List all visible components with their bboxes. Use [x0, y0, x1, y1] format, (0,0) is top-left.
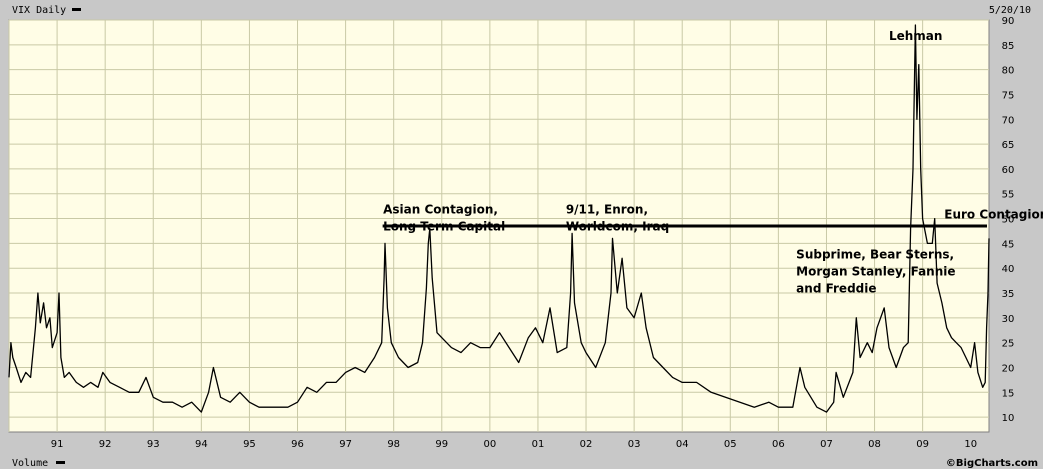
volume-label: Volume — [12, 458, 48, 469]
y-tick-label: 45 — [1002, 239, 1015, 250]
annotation-line: 9/11, Enron, — [566, 203, 648, 217]
y-tick-label: 65 — [1002, 140, 1015, 151]
x-tick-label: 98 — [387, 439, 400, 450]
x-tick-label: 08 — [868, 439, 881, 450]
y-tick-label: 40 — [1002, 264, 1015, 275]
x-tick-label: 97 — [339, 439, 352, 450]
x-tick-label: 04 — [676, 439, 689, 450]
y-tick-label: 70 — [1002, 115, 1015, 126]
annotation-label: 9/11, Enron, Worldcom, Iraq — [566, 203, 669, 234]
y-tick-label: 20 — [1002, 363, 1015, 374]
x-tick-label: 94 — [195, 439, 208, 450]
y-tick-label: 50 — [1002, 215, 1015, 226]
y-tick-label: 35 — [1002, 289, 1015, 300]
annotation-line: Euro Contagion — [944, 208, 1043, 222]
x-tick-label: 93 — [147, 439, 160, 450]
y-tick-label: 90 — [1002, 16, 1015, 27]
x-tick-label: 96 — [291, 439, 304, 450]
y-tick-label: 55 — [1002, 190, 1015, 201]
x-tick-label: 91 — [51, 439, 64, 450]
x-tick-label: 07 — [820, 439, 833, 450]
x-tick-label: 01 — [532, 439, 545, 450]
x-tick-label: 03 — [628, 439, 641, 450]
annotation-line: Lehman — [889, 29, 942, 43]
annotation-line: Subprime, Bear Sterns, — [796, 247, 954, 261]
annotation-line: Morgan Stanley, Fannie — [796, 264, 955, 278]
series-group — [8, 24, 990, 413]
annotation-label: Subprime, Bear Sterns, Morgan Stanley, Fa… — [796, 247, 955, 295]
annotation-label: Lehman — [889, 29, 942, 43]
title-menu-icon[interactable] — [72, 8, 81, 11]
y-tick-label: 15 — [1002, 388, 1015, 399]
x-tick-label: 02 — [580, 439, 593, 450]
y-axis: 10 15 20 25 30 35 40 45 50 55 60 65 70 75 80 85 90 — [1002, 16, 1015, 424]
y-tick-label: 85 — [1002, 41, 1015, 52]
x-tick-label: 00 — [483, 439, 496, 450]
y-tick-label: 30 — [1002, 314, 1015, 325]
annotation-line: Asian Contagion, — [383, 203, 498, 217]
y-tick-label: 10 — [1002, 413, 1015, 424]
x-tick-label: 99 — [435, 439, 448, 450]
x-tick-label: 09 — [916, 439, 929, 450]
annotation-label: Euro Contagion — [944, 208, 1043, 222]
x-tick-label: 10 — [964, 439, 977, 450]
y-tick-label: 75 — [1002, 90, 1015, 101]
chart-title: VIX Daily — [12, 5, 66, 16]
annotation-line: Long Term Capital — [383, 220, 505, 234]
x-axis: 91 92 93 94 95 96 97 98 99 00 01 02 03 04 05 06 07 08 09 10 — [51, 439, 977, 450]
y-tick-label: 60 — [1002, 165, 1015, 176]
annotation-line: and Freddie — [796, 281, 876, 295]
chart-date: 5/20/10 — [989, 5, 1031, 16]
copyright: ©BigCharts.com — [946, 458, 1038, 469]
x-tick-label: 05 — [724, 439, 737, 450]
x-tick-label: 92 — [99, 439, 112, 450]
y-tick-label: 25 — [1002, 339, 1015, 350]
annotation-label: Asian Contagion, Long Term Capital — [383, 203, 505, 234]
chart-header: VIX Daily 5/20/10 — [12, 5, 1031, 16]
annotation-line: Worldcom, Iraq — [566, 220, 669, 234]
y-tick-label: 80 — [1002, 66, 1015, 77]
x-tick-label: 06 — [772, 439, 785, 450]
x-tick-label: 95 — [243, 439, 256, 450]
annotations: Asian Contagion, Long Term Capital 9/11, E… — [383, 29, 1043, 295]
volume-menu-icon[interactable] — [56, 461, 65, 464]
footer-bar — [0, 455, 1043, 469]
vix-price-line — [8, 24, 990, 413]
